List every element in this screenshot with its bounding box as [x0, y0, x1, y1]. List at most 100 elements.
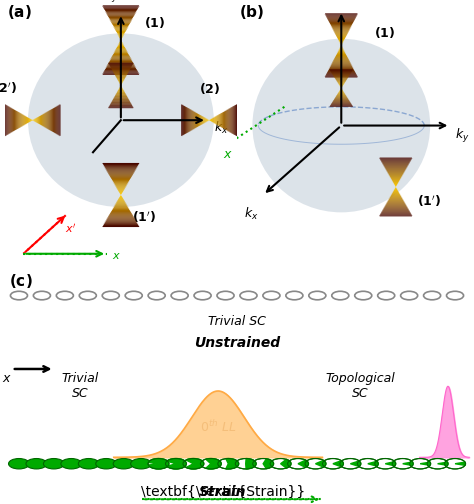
Polygon shape: [328, 70, 355, 71]
Polygon shape: [385, 206, 407, 207]
Text: $x$: $x$: [223, 148, 233, 161]
Polygon shape: [385, 205, 406, 206]
Polygon shape: [187, 107, 188, 133]
Polygon shape: [8, 106, 9, 135]
Polygon shape: [386, 170, 405, 171]
Polygon shape: [113, 72, 128, 73]
Polygon shape: [111, 210, 130, 211]
Polygon shape: [203, 117, 204, 123]
Polygon shape: [337, 81, 346, 82]
Polygon shape: [335, 56, 347, 57]
Polygon shape: [9, 107, 10, 134]
Polygon shape: [337, 82, 345, 83]
Polygon shape: [109, 61, 133, 62]
Circle shape: [201, 459, 221, 469]
Polygon shape: [103, 72, 138, 73]
Polygon shape: [107, 171, 135, 172]
Polygon shape: [202, 116, 203, 124]
Polygon shape: [116, 77, 126, 78]
Polygon shape: [110, 58, 131, 60]
Polygon shape: [392, 192, 399, 193]
Polygon shape: [204, 117, 205, 123]
Polygon shape: [331, 25, 352, 26]
Polygon shape: [118, 80, 124, 81]
Polygon shape: [206, 459, 221, 469]
Polygon shape: [112, 100, 129, 101]
Polygon shape: [117, 32, 125, 33]
Polygon shape: [104, 70, 137, 72]
Polygon shape: [225, 110, 226, 130]
Polygon shape: [42, 114, 43, 126]
Text: $x'$: $x'$: [65, 222, 76, 235]
Polygon shape: [120, 39, 121, 40]
Polygon shape: [229, 108, 230, 133]
Polygon shape: [115, 185, 127, 186]
Polygon shape: [109, 215, 133, 216]
Polygon shape: [109, 60, 132, 61]
Polygon shape: [53, 108, 54, 133]
Polygon shape: [108, 63, 134, 64]
Polygon shape: [340, 90, 343, 91]
Polygon shape: [117, 188, 125, 190]
Polygon shape: [116, 94, 126, 95]
Polygon shape: [110, 212, 131, 213]
Polygon shape: [45, 113, 46, 128]
Polygon shape: [223, 112, 224, 129]
Polygon shape: [113, 208, 129, 209]
Polygon shape: [340, 43, 342, 44]
Polygon shape: [105, 69, 137, 70]
Polygon shape: [119, 37, 123, 38]
Polygon shape: [102, 6, 139, 7]
Polygon shape: [330, 70, 353, 71]
Polygon shape: [389, 199, 403, 200]
Polygon shape: [390, 176, 402, 177]
Polygon shape: [47, 111, 48, 130]
Polygon shape: [105, 68, 137, 69]
Polygon shape: [328, 69, 354, 70]
Polygon shape: [330, 105, 352, 106]
Polygon shape: [200, 115, 201, 125]
Polygon shape: [54, 107, 55, 133]
Polygon shape: [49, 110, 50, 131]
Polygon shape: [208, 119, 209, 121]
Polygon shape: [102, 163, 139, 164]
Polygon shape: [111, 101, 130, 102]
Polygon shape: [387, 201, 404, 202]
Polygon shape: [336, 54, 346, 55]
Polygon shape: [337, 95, 346, 96]
Polygon shape: [392, 179, 400, 180]
Polygon shape: [332, 73, 351, 74]
Text: $\mathbf{(2')}$: $\mathbf{(2')}$: [0, 81, 17, 96]
Polygon shape: [298, 460, 309, 467]
Polygon shape: [115, 29, 127, 30]
Polygon shape: [104, 223, 137, 224]
Polygon shape: [118, 35, 123, 37]
Polygon shape: [46, 112, 47, 129]
Polygon shape: [329, 106, 353, 107]
Polygon shape: [391, 178, 401, 179]
Polygon shape: [117, 79, 125, 80]
Polygon shape: [113, 25, 129, 26]
Polygon shape: [103, 225, 139, 226]
Polygon shape: [111, 211, 131, 212]
Text: $k_x$: $k_x$: [214, 120, 228, 136]
Polygon shape: [334, 59, 349, 60]
Polygon shape: [48, 110, 49, 130]
Polygon shape: [120, 194, 121, 195]
Polygon shape: [387, 171, 405, 172]
Polygon shape: [27, 117, 28, 123]
Polygon shape: [106, 12, 136, 14]
Polygon shape: [106, 169, 136, 170]
Polygon shape: [328, 20, 355, 21]
Polygon shape: [228, 108, 229, 132]
Polygon shape: [113, 181, 129, 182]
Polygon shape: [108, 216, 134, 217]
Polygon shape: [233, 106, 234, 135]
Polygon shape: [52, 108, 53, 132]
Polygon shape: [109, 19, 132, 20]
Polygon shape: [118, 81, 123, 82]
Polygon shape: [380, 214, 412, 215]
Polygon shape: [167, 459, 186, 469]
Polygon shape: [119, 41, 122, 42]
Polygon shape: [116, 203, 126, 204]
